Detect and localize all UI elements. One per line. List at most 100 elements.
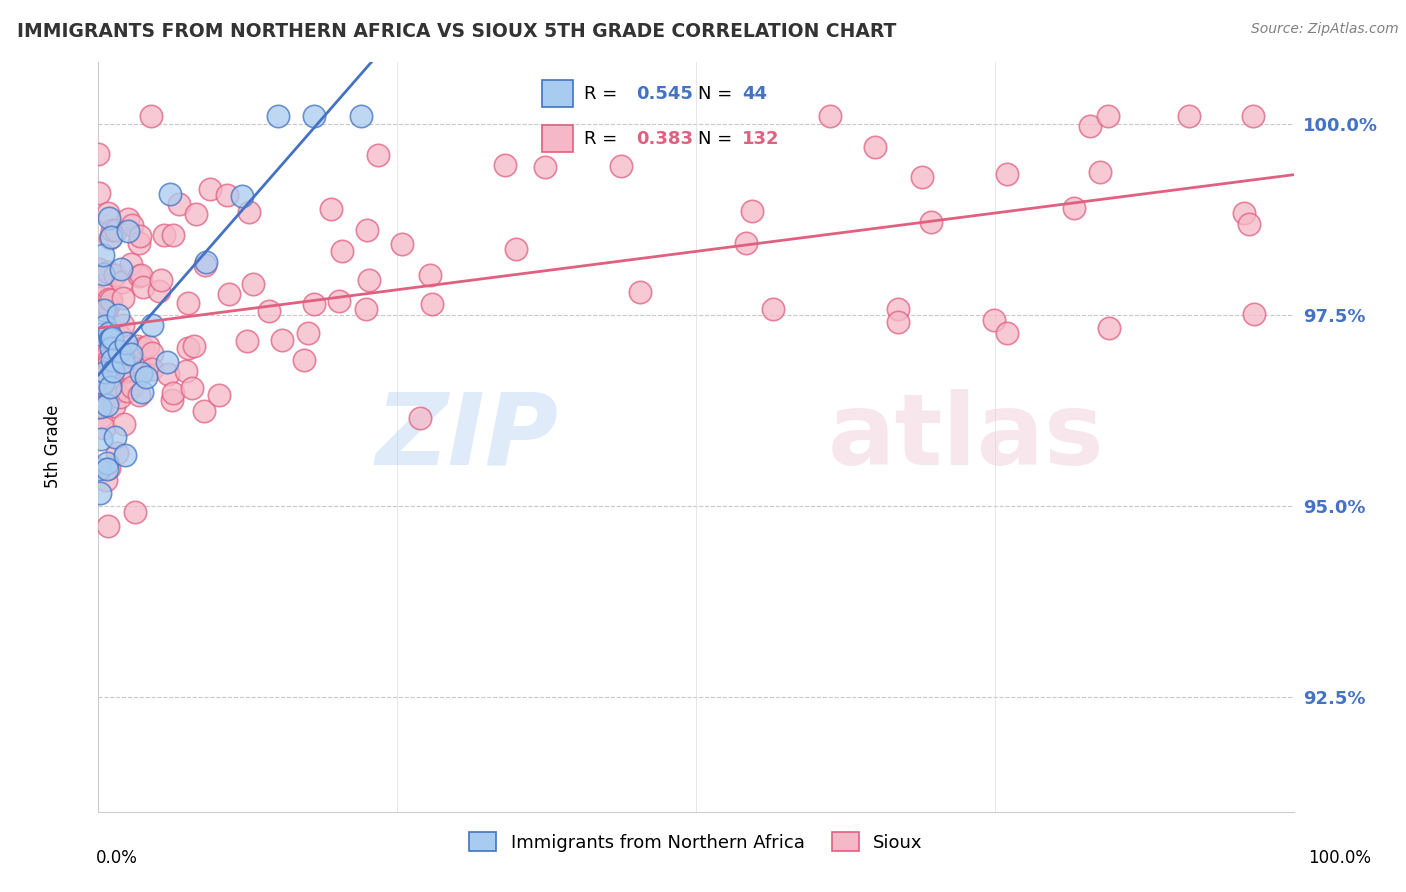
Point: [98, 380, 121, 394]
Point: [112, 417, 135, 432]
Text: IMMIGRANTS FROM NORTHERN AFRICA VS SIOUX 5TH GRADE CORRELATION CHART: IMMIGRANTS FROM NORTHERN AFRICA VS SIOUX…: [17, 22, 896, 41]
Point: [357, 273, 380, 287]
Point: [97, 519, 120, 533]
Point: [132, 280, 155, 294]
Bar: [543, 80, 574, 107]
Point: [156, 354, 179, 368]
Point: [98, 332, 121, 346]
Point: [330, 244, 353, 258]
Point: [112, 318, 135, 332]
Point: [131, 384, 153, 399]
Point: [101, 364, 124, 378]
Text: Source: ZipAtlas.com: Source: ZipAtlas.com: [1251, 22, 1399, 37]
Point: [995, 326, 1018, 341]
Point: [104, 384, 127, 399]
Point: [121, 219, 143, 233]
Text: 0.545: 0.545: [636, 85, 693, 103]
Point: [194, 258, 217, 272]
Point: [132, 341, 155, 355]
Point: [114, 336, 136, 351]
Point: [162, 227, 184, 242]
Point: [97, 265, 120, 279]
Legend: Immigrants from Northern Africa, Sioux: Immigrants from Northern Africa, Sioux: [463, 825, 929, 859]
Point: [87, 461, 110, 475]
Point: [180, 381, 202, 395]
Point: [162, 386, 184, 401]
Point: [302, 297, 325, 311]
Point: [141, 318, 163, 332]
Point: [136, 339, 159, 353]
Point: [1098, 320, 1121, 334]
Text: 0.0%: 0.0%: [96, 849, 138, 867]
Point: [409, 411, 432, 425]
Bar: [543, 125, 574, 152]
Point: [117, 212, 139, 227]
Point: [367, 148, 389, 162]
Point: [419, 268, 441, 282]
Point: [983, 312, 1005, 326]
Point: [134, 362, 156, 376]
Point: [97, 206, 120, 220]
Point: [124, 505, 146, 519]
Point: [89, 327, 111, 342]
Point: [167, 196, 190, 211]
Point: [148, 285, 170, 299]
Point: [98, 211, 121, 226]
Point: [162, 393, 184, 408]
Point: [91, 267, 114, 281]
Text: 0.383: 0.383: [636, 129, 693, 148]
Point: [887, 302, 910, 317]
Point: [110, 390, 132, 404]
Point: [231, 189, 253, 203]
Point: [91, 400, 114, 414]
Point: [292, 353, 315, 368]
Point: [87, 147, 110, 161]
Point: [818, 109, 841, 123]
Point: [125, 339, 148, 353]
Point: [302, 109, 325, 123]
Point: [1177, 109, 1199, 123]
Point: [128, 388, 150, 402]
Point: [741, 203, 763, 218]
Point: [267, 109, 290, 123]
Point: [87, 186, 110, 200]
Point: [494, 158, 516, 172]
Point: [198, 182, 221, 196]
Point: [1243, 307, 1265, 321]
Point: [96, 301, 118, 316]
Point: [1097, 109, 1119, 123]
Point: [186, 206, 208, 220]
Point: [129, 229, 152, 244]
Point: [100, 333, 122, 347]
Point: [159, 187, 181, 202]
Point: [238, 205, 260, 219]
Point: [117, 362, 139, 376]
Text: R =: R =: [583, 129, 623, 148]
Point: [91, 376, 114, 390]
Point: [534, 160, 557, 174]
Point: [107, 308, 129, 322]
Point: [128, 236, 150, 251]
Text: N =: N =: [699, 85, 738, 103]
Point: [101, 353, 124, 368]
Point: [328, 293, 350, 308]
Point: [98, 292, 121, 306]
Point: [93, 295, 115, 310]
Point: [115, 384, 138, 399]
Point: [193, 404, 215, 418]
Point: [90, 368, 112, 383]
Point: [141, 346, 163, 360]
Point: [100, 341, 122, 355]
Point: [97, 351, 120, 366]
Point: [920, 215, 942, 229]
Point: [120, 257, 142, 271]
Point: [865, 140, 887, 154]
Point: [270, 333, 292, 347]
Point: [110, 261, 132, 276]
Point: [157, 367, 180, 381]
Point: [91, 248, 114, 262]
Point: [94, 474, 117, 488]
Point: [610, 159, 633, 173]
Point: [356, 223, 378, 237]
Point: [1241, 109, 1264, 123]
